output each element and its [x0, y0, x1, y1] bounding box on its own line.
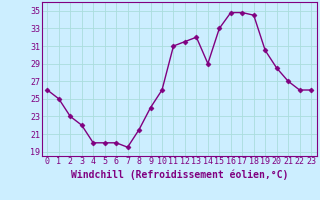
- X-axis label: Windchill (Refroidissement éolien,°C): Windchill (Refroidissement éolien,°C): [70, 169, 288, 180]
